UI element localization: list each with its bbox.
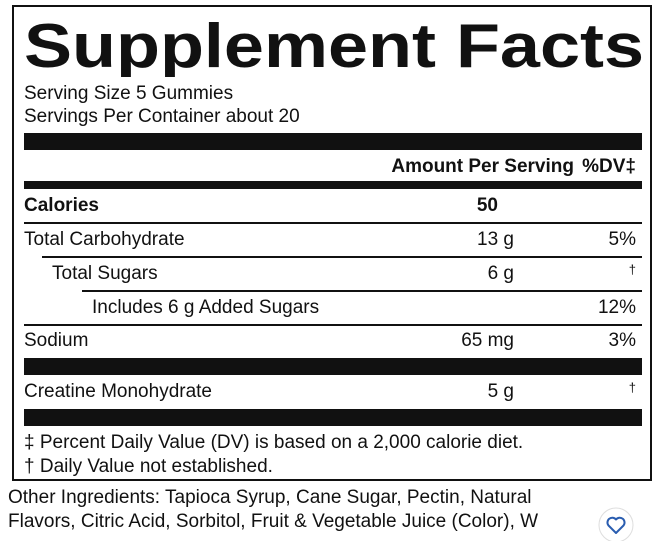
row-amount: 65 mg xyxy=(461,330,514,351)
servings-per-container: Servings Per Container about 20 xyxy=(24,106,300,127)
thick-bar xyxy=(24,358,642,375)
serving-size: Serving Size 5 Gummies xyxy=(24,83,234,104)
row-dv: † xyxy=(628,262,636,277)
other-ingredients: Flavors, Citric Acid, Sorbitol, Fruit & … xyxy=(8,511,539,532)
thick-bar xyxy=(24,409,642,426)
amount-header: Amount Per Serving xyxy=(391,156,574,177)
row-rule xyxy=(42,256,642,258)
row-rule xyxy=(24,324,642,326)
panel-title: Supplement Facts xyxy=(24,12,644,77)
footnote: ‡ Percent Daily Value (DV) is based on a… xyxy=(24,432,524,453)
other-ingredients: Other Ingredients: Tapioca Syrup, Cane S… xyxy=(8,487,532,508)
row-name: Total Sugars xyxy=(52,263,158,284)
thick-bar xyxy=(24,133,642,150)
row-dv: 12% xyxy=(597,297,636,318)
row-amount: 50 xyxy=(476,195,498,216)
row-amount: 6 g xyxy=(487,263,514,284)
row-amount: 13 g xyxy=(477,229,514,250)
row-dv: † xyxy=(628,380,636,395)
title-svg: Supplement Facts xyxy=(24,12,644,77)
row-name: Includes 6 g Added Sugars xyxy=(92,297,320,318)
thick-bar xyxy=(24,181,642,189)
row-amount: 5 g xyxy=(487,381,514,402)
row-name: Creatine Monohydrate xyxy=(24,381,212,402)
footnote: † Daily Value not established. xyxy=(24,456,273,477)
supplement-panel: Supplement Facts Serving Size 5 Gummies … xyxy=(12,5,652,481)
row-name: Total Carbohydrate xyxy=(24,229,185,250)
dv-header: %DV‡ xyxy=(582,156,636,177)
favorite-button[interactable] xyxy=(597,506,635,541)
row-name: Sodium xyxy=(24,330,89,351)
row-rule xyxy=(82,290,642,292)
row-dv: 5% xyxy=(608,229,636,250)
row-rule xyxy=(24,222,642,224)
row-name: Calories xyxy=(24,195,99,216)
row-dv: 3% xyxy=(608,330,636,351)
